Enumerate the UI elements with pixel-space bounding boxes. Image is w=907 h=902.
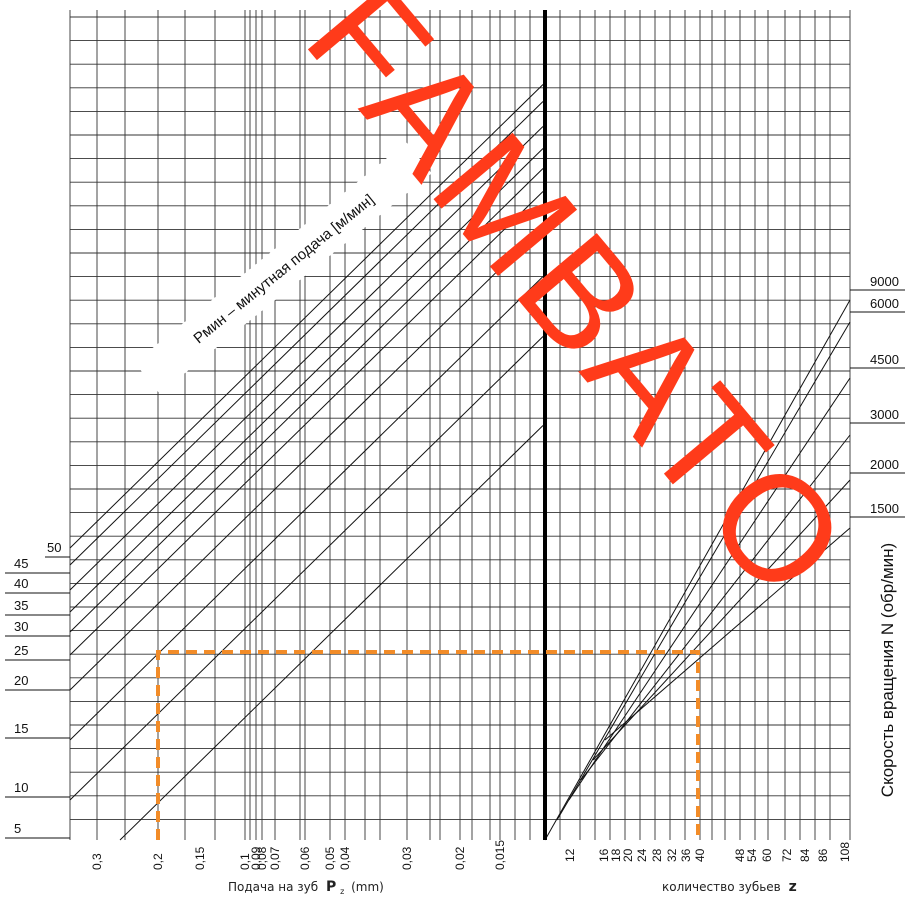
rpm-lines [544,299,851,841]
minute-feed-line [69,226,544,691]
center-divider [543,10,547,840]
teeth-tick-label: 72 [780,848,794,862]
feed-tick-label: 0,015 [493,840,507,870]
feed-tick-labels: 0,3 0,2 0,15 0,10,090,08 0,07 0,06 0,05 0,04 0,0… [90,840,507,870]
teeth-tick-label: 54 [745,848,759,862]
teeth-tick-label: 48 [733,848,747,862]
rpm-label: 9000 [870,274,899,289]
minute-feed-label: 35 [14,598,28,613]
teeth-tick-label: 16 [597,848,611,862]
teeth-tick-label: 108 [838,842,852,862]
feed-tick-label: 0,15 [193,846,207,870]
teeth-tick-label: 28 [650,848,664,862]
teeth-tick-label: 24 [635,848,649,862]
feed-tick-label: 0,09 [249,846,263,870]
teeth-tick-label: 18 [609,848,623,862]
teeth-tick-label: 32 [665,848,679,862]
teeth-tick-label: 12 [563,848,577,862]
rpm-label: 3000 [870,407,899,422]
minute-feed-line [69,101,544,566]
teeth-tick-label: 36 [679,848,693,862]
minute-feed-line [69,276,544,741]
rpm-label: 1500 [870,501,899,516]
teeth-tick-label: 20 [621,848,635,862]
minute-feed-line [69,126,544,591]
minute-feed-line [69,84,544,549]
minute-feed-line [69,336,544,801]
left-scale: 5 10 15 20 25 30 35 40 45 50 [5,540,70,839]
minute-feed-line [69,168,544,633]
rpm-axis-title: Скорость вращения N (обр/мин) [878,543,897,797]
rpm-label: 2000 [870,457,899,472]
teeth-tick-label: 84 [798,848,812,862]
minute-feed-label: 20 [14,673,28,688]
minute-feed-lines [69,84,544,841]
teeth-axis-title: количество зубьев z [662,879,797,895]
minute-feed-label: 5 [14,821,21,836]
minute-feed-line [69,191,544,656]
feed-tick-label: 0,03 [400,846,414,870]
rpm-line [544,299,851,841]
feed-tick-label: 0,04 [338,846,352,870]
rpm-line [556,321,851,821]
rpm-line [604,527,851,741]
minute-feed-line [119,425,544,841]
teeth-tick-label: 60 [760,848,774,862]
feed-tick-label: 0,02 [453,846,467,870]
minute-feed-label: 25 [14,643,28,658]
minute-feed-label: 40 [14,576,28,591]
minute-feed-label: 15 [14,721,28,736]
example-dashed-path [156,650,700,840]
example-path [156,650,700,840]
rpm-scale: 1500 2000 3000 4500 6000 9000 [850,274,905,518]
rpm-line [568,377,851,801]
minute-feed-line [69,148,544,613]
rpm-label: 4500 [870,352,899,367]
feed-tick-label: 0,1 [238,853,252,870]
feed-tick-label: 0,3 [90,853,104,870]
feed-tick-label: 0,05 [323,846,337,870]
feed-tick-label: 0,08 [255,846,269,870]
minute-feed-label: 30 [14,619,28,634]
minute-feed-label: 10 [14,780,28,795]
feed-axis-title: Подача на зуб P z (mm) [228,879,384,897]
teeth-tick-label: 86 [816,848,830,862]
feed-tick-label: 0,2 [151,853,165,870]
teeth-tick-label: 40 [693,848,707,862]
minute-feed-label: 50 [47,540,61,555]
feed-tick-label: 0,07 [268,846,282,870]
rpm-label: 6000 [870,296,899,311]
minute-feed-label: 45 [14,556,28,571]
feed-tick-label: 0,06 [298,846,312,870]
